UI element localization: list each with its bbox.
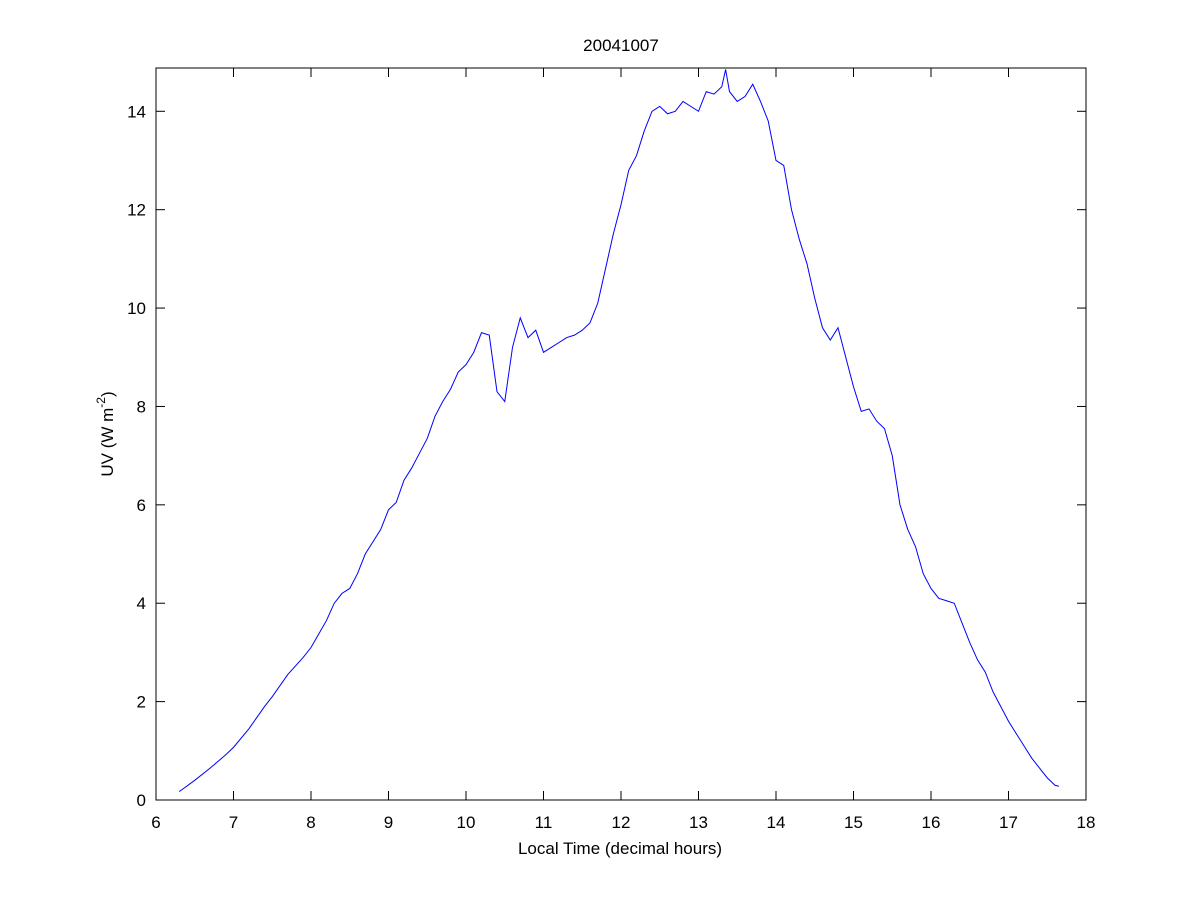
- x-axis-label: Local Time (decimal hours): [518, 839, 722, 858]
- y-tick-label: 8: [137, 397, 146, 416]
- x-tick-label: 17: [999, 813, 1018, 832]
- y-label-suffix: ): [98, 391, 117, 397]
- y-tick-label: 0: [137, 791, 146, 810]
- x-tick-label: 15: [844, 813, 863, 832]
- x-tick-label: 6: [151, 813, 160, 832]
- x-tick-label: 7: [229, 813, 238, 832]
- x-tick-label: 11: [535, 813, 553, 832]
- y-tick-label: 2: [137, 693, 146, 712]
- data-line: [178, 69, 1060, 793]
- y-tick-label: 12: [127, 201, 146, 220]
- x-tick-label: 13: [689, 813, 708, 832]
- x-tick-label: 16: [922, 813, 941, 832]
- x-tick-label: 14: [767, 813, 786, 832]
- y-tick-label: 4: [137, 594, 146, 613]
- y-label-text: UV (W m: [98, 408, 117, 477]
- y-axis-label: UV (W m-2): [94, 391, 117, 476]
- x-tick-label: 18: [1077, 813, 1096, 832]
- y-tick-label: 10: [127, 299, 146, 318]
- x-tick-label: 12: [612, 813, 631, 832]
- y-tick-label: 14: [127, 102, 146, 121]
- x-tick-label: 8: [306, 813, 315, 832]
- y-label-sup: -2: [94, 397, 108, 408]
- y-tick-label: 6: [137, 496, 146, 515]
- chart-title: 20041007: [583, 36, 659, 55]
- x-tick-label: 9: [384, 813, 393, 832]
- x-tick-label: 10: [457, 813, 476, 832]
